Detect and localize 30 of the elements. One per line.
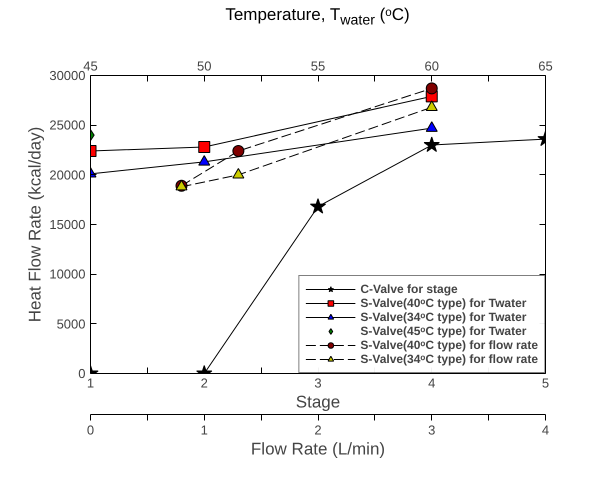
x-axis-title: Flow Rate (L/min) <box>250 440 386 458</box>
legend-label: S-Valve(40ᵒC type) for Twater <box>360 296 526 310</box>
y-axis-title: Heat Flow Rate (kcal/day) <box>25 126 44 322</box>
x2-axis-title: Temperature, T$_{water}$ (ᵒC) <box>224 4 411 30</box>
y-tick-label: 15000 <box>49 217 86 232</box>
y-tick-label: 0 <box>78 366 86 381</box>
x-axis-title: Stage <box>296 392 340 412</box>
y-tick-label: 10000 <box>49 266 86 282</box>
x2-tick-label: 55 <box>310 58 326 74</box>
x2-tick-label: 50 <box>197 58 212 74</box>
y-tick-label: 30000 <box>49 68 86 83</box>
x-tick-label: 4 <box>428 376 436 390</box>
x-tick-label: 3 <box>314 376 322 390</box>
y-tick-label: 25000 <box>49 118 86 133</box>
legend-label: S-Valve(34ᵒC type) for flow rate <box>360 352 538 366</box>
legend-label: S-Valve(45ᵒC type) for Twater <box>360 324 526 338</box>
legend-label: S-Valve(34ᵒC type) for Twater <box>360 310 526 324</box>
y-tick-label: 20000 <box>49 167 86 182</box>
x-tick-label: 3 <box>428 422 436 438</box>
x-tick-label: 2 <box>314 422 322 438</box>
x-tick-label: 2 <box>200 376 208 390</box>
legend-label: C-Valve for stage <box>360 282 458 296</box>
x-tick-label: 1 <box>86 376 94 390</box>
x2-tick-label: 65 <box>538 58 553 74</box>
x-tick-label: 4 <box>542 422 550 438</box>
x-tick-label: 1 <box>200 422 208 438</box>
legend-label: S-Valve(40ᵒC type) for flow rate <box>360 338 538 352</box>
x2-tick-label: 60 <box>424 58 439 74</box>
x-tick-label: 5 <box>542 376 550 390</box>
y-tick-label: 5000 <box>56 316 86 332</box>
